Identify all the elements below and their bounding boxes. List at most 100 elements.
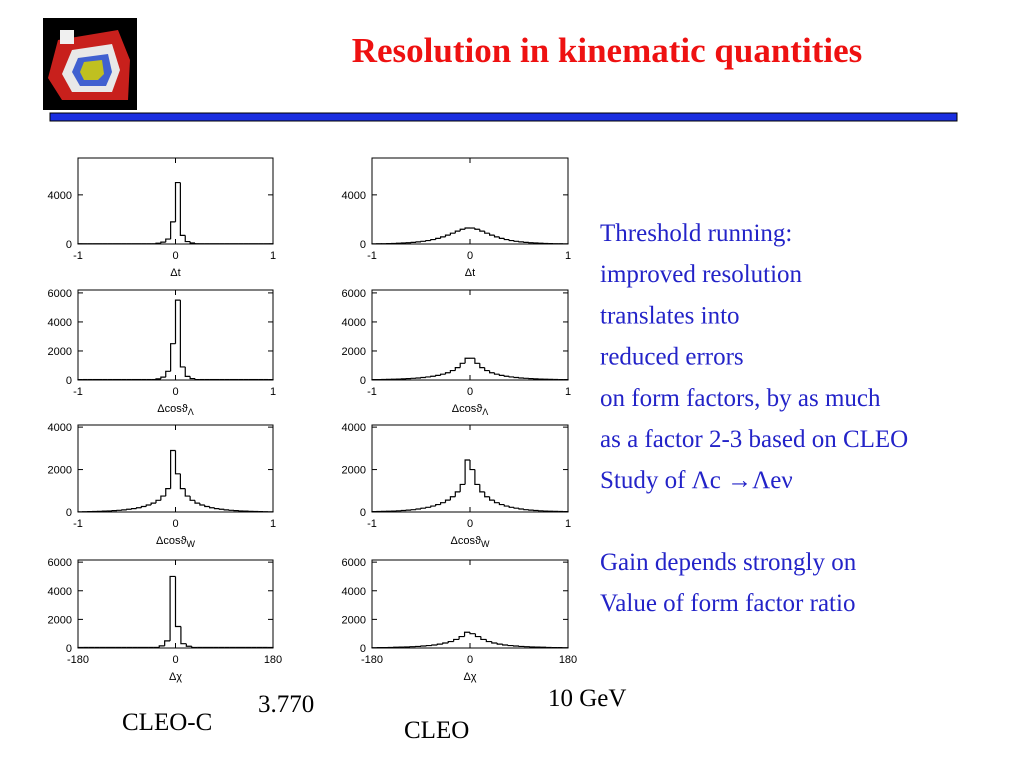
histogram-bin [464,357,470,364]
histogram-bin [164,640,171,646]
histogram-bin [459,483,466,492]
experiment-label: CLEO-C [122,709,212,736]
y-tick-label: 4000 [342,422,366,434]
text-line: translates into [600,302,740,329]
x-tick-label: -1 [367,518,377,530]
x-tick-label: -1 [367,386,377,398]
histogram-bin [420,507,426,510]
histogram-bin [179,182,186,236]
x-axis-label-text: Δcosϑ [156,535,186,547]
histogram-bin [508,506,515,508]
x-axis-label: ΔcosϑW [451,535,490,549]
x-tick-label: 0 [467,654,473,666]
histogram-bin [435,237,441,240]
histogram-bin [155,499,161,504]
histogram-bin [440,236,446,239]
title-rule [49,112,958,122]
histogram-bin [498,236,505,239]
y-tick-label: 0 [360,643,366,655]
histogram-bin [165,488,171,497]
histogram-bin [484,231,490,234]
y-tick-label: 4000 [48,317,72,329]
histogram-bin [523,509,529,511]
histogram-bin [484,367,490,372]
histogram-bin [449,496,456,501]
x-tick-label: 1 [270,250,276,262]
histogram-bin [174,181,181,222]
histogram-bin [503,504,510,507]
y-tick-label: 4000 [48,190,72,202]
histogram-bin [518,508,524,510]
y-tick-label: 2000 [342,614,366,626]
histogram-bin [508,239,515,242]
histogram-bin [491,641,498,644]
histogram-bin [218,508,225,510]
histogram-bin [160,241,166,244]
histogram-bin [485,639,492,643]
histogram-bin [469,632,476,635]
histogram-bin [440,373,446,376]
histogram-bin [174,576,181,628]
histogram-bin [444,372,451,375]
histogram-bin [170,343,176,372]
x-axis-label-text: Δχ [463,671,476,683]
histogram-bin [498,502,505,506]
histogram-bin [179,300,186,368]
histogram-bin [425,376,431,378]
histogram-bin [489,496,495,501]
x-tick-label: 0 [172,518,178,530]
histogram-bin [474,358,480,364]
x-axis-label-text: Δt [170,267,180,279]
histogram-bin [165,370,171,378]
x-axis-label: Δχ [463,671,476,683]
histogram-bin [435,374,441,377]
x-axis-label-text: Δcosϑ [452,403,482,415]
histogram-bin [189,496,195,501]
histogram-bin [518,241,524,243]
histogram-bin [458,635,465,640]
y-tick-label: 0 [360,375,366,387]
histogram-bin [464,227,470,230]
histogram-bin [131,508,137,510]
histogram-bin [480,636,487,641]
x-tick-label: 1 [565,386,571,398]
x-tick-label: 1 [565,518,571,530]
histogram-bin [442,642,449,645]
x-axis-label: Δt [170,267,180,279]
histogram-bin [513,376,519,379]
x-tick-label: 0 [467,250,473,262]
histogram-bin [179,473,186,490]
y-tick-label: 2000 [342,346,366,358]
histogram-bin [435,503,441,507]
y-tick-label: 2000 [342,465,366,477]
histogram-bin [430,505,436,508]
histogram-bin [158,645,165,648]
histogram-bin [498,374,505,376]
histogram-bin [204,504,210,508]
histogram-bin [436,643,443,645]
histogram-bin [126,508,132,510]
histogram-bin [447,640,454,643]
plot-frame [371,559,569,649]
histogram-bin [503,238,510,241]
y-tick-label: 4000 [342,317,366,329]
histogram-bin [170,449,176,489]
histogram-bin [484,491,490,498]
x-axis-label-subscript: W [186,539,195,549]
histogram-bin [430,375,436,377]
x-tick-label: -180 [67,654,89,666]
x-tick-label: -180 [361,654,383,666]
text-line: reduced errors [600,344,744,371]
histogram-bin [453,638,460,642]
histogram-bin [135,507,142,509]
histogram-bin [474,469,480,486]
histogram-bin [474,228,480,230]
histogram-bin [454,491,461,497]
histogram-bin [449,369,456,373]
histogram-bin [474,633,481,638]
histogram-bin [493,500,500,504]
histogram-bin [77,646,84,649]
